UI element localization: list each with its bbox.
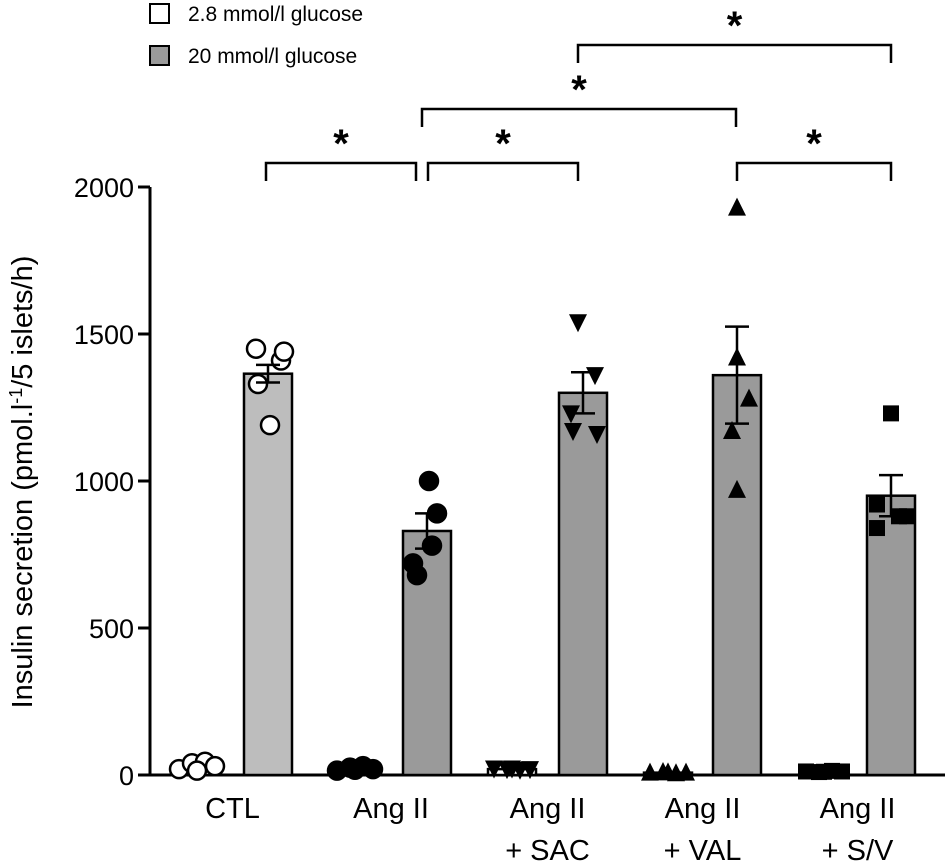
y-tick-label: 1500 — [74, 320, 134, 350]
category-label: Ang II — [665, 793, 741, 825]
data-point-triangle-down — [569, 314, 587, 333]
category-label: Ang II — [820, 793, 896, 825]
significance-bracket — [264, 161, 418, 181]
data-point-square — [816, 763, 832, 780]
bar-high — [242, 372, 294, 777]
significance-star: * — [495, 122, 511, 166]
legend-label-high: 20 mmol/l glucose — [188, 45, 357, 68]
data-point-triangle-up — [659, 762, 677, 781]
significance-star: * — [333, 122, 349, 166]
significance-star: * — [806, 122, 822, 166]
y-axis-label: Insulin secretion (pmol.l-1/5 islets/h) — [6, 256, 39, 709]
legend-label-low: 2.8 mmol/l glucose — [188, 3, 363, 26]
y-tick-label: 0 — [119, 761, 134, 791]
data-point-circle — [273, 341, 295, 362]
data-point-triangle-down — [503, 760, 521, 779]
data-point-circle — [421, 535, 443, 556]
error-bars — [256, 325, 903, 550]
data-point-circle — [344, 759, 366, 780]
significance-brackets: * * * * * — [264, 4, 893, 181]
data-point-circle — [247, 373, 269, 395]
data-point-circle — [245, 338, 267, 359]
data-point-triangle-up — [723, 421, 741, 440]
data-point-triangle-down — [521, 761, 539, 780]
category-label-line2: + S/V — [822, 835, 894, 867]
legend: 2.8 mmol/l glucose 20 mmol/l glucose — [149, 3, 363, 68]
category-label: CTL — [205, 793, 260, 825]
axes: 0 500 1000 1500 2000 — [74, 173, 945, 791]
data-point-circle — [418, 470, 440, 492]
bars — [171, 372, 917, 777]
category-labels: CTL Ang II Ang II + SAC Ang II + VAL Ang II + S… — [205, 793, 895, 867]
significance-star: * — [727, 4, 743, 48]
data-point-triangle-down — [588, 425, 606, 444]
y-tick-label: 500 — [89, 614, 134, 644]
bar-high — [711, 373, 763, 777]
category-label-line2: + VAL — [664, 835, 742, 867]
data-point-triangle-up — [677, 762, 695, 781]
data-point-square — [869, 496, 885, 513]
data-point-triangle-down — [564, 423, 582, 442]
data-point-circle — [186, 760, 208, 781]
significance-bracket — [735, 161, 893, 181]
significance-star: * — [571, 68, 587, 112]
data-point-square — [834, 763, 850, 780]
data-points — [168, 197, 915, 782]
legend-swatch-low — [149, 3, 170, 24]
data-point-square — [899, 508, 915, 525]
significance-bracket — [426, 161, 580, 181]
data-point-circle — [204, 755, 226, 777]
data-point-triangle-up — [740, 388, 758, 407]
data-point-triangle-up — [728, 479, 746, 498]
category-label: Ang II — [510, 793, 586, 825]
significance-bracket — [576, 43, 893, 63]
data-point-square — [869, 520, 885, 537]
data-point-triangle-down — [485, 760, 503, 779]
data-point-triangle-up — [728, 197, 746, 216]
legend-swatch-high — [149, 45, 170, 66]
bar-high — [865, 494, 917, 777]
data-point-triangle-up — [641, 762, 659, 781]
y-tick-label: 1000 — [74, 467, 134, 497]
data-point-circle — [259, 414, 281, 436]
significance-bracket — [420, 107, 738, 127]
category-label-line2: + SAC — [505, 835, 590, 867]
bar-high — [557, 391, 609, 777]
data-point-square — [798, 763, 814, 780]
y-tick-label: 2000 — [74, 173, 134, 203]
category-label: Ang II — [353, 793, 429, 825]
data-point-triangle-down — [586, 367, 604, 386]
data-point-circle — [406, 564, 428, 586]
data-point-square — [883, 405, 899, 422]
data-point-circle — [362, 758, 384, 780]
